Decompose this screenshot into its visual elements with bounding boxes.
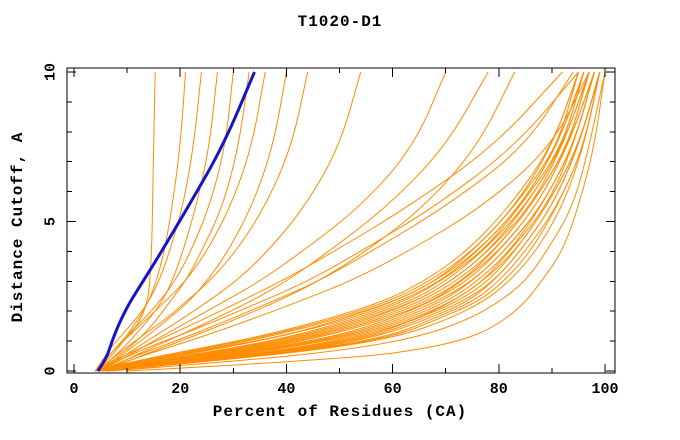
model-curve — [100, 71, 574, 372]
model-curve — [127, 71, 606, 372]
model-curve — [97, 71, 579, 372]
y-axis-label: Distance Cutoff, A — [9, 131, 27, 323]
model-curve — [105, 71, 595, 372]
model-curve — [105, 71, 595, 372]
model-curve — [97, 71, 266, 372]
model-curve — [100, 71, 595, 372]
model-curve — [95, 71, 585, 372]
model-curve — [105, 71, 601, 372]
x-tick-label: 40 — [277, 381, 295, 398]
model-curve — [100, 71, 250, 372]
model-curve — [97, 71, 186, 372]
model-curve — [94, 71, 202, 372]
plot-frame — [66, 67, 616, 374]
model-curve — [95, 71, 579, 372]
y-tick-label: 5 — [43, 217, 60, 226]
highlighted-model-curve — [96, 71, 256, 372]
model-curve — [100, 71, 585, 372]
model-curve — [105, 71, 601, 372]
chart-title: T1020-D1 — [297, 13, 383, 31]
x-tick-label: 0 — [69, 381, 78, 398]
x-tick-label: 80 — [490, 381, 508, 398]
y-tick-label: 0 — [43, 366, 60, 375]
x-tick-label: 100 — [591, 381, 618, 398]
model-curve — [105, 71, 516, 372]
model-curve — [97, 71, 309, 372]
model-curve — [94, 71, 156, 372]
x-axis-label: Percent of Residues (CA) — [212, 403, 468, 421]
model-curve — [95, 71, 579, 372]
model-curve — [105, 71, 601, 372]
model-curve — [100, 71, 362, 372]
model-curve — [100, 71, 287, 372]
model-curve — [100, 71, 218, 372]
model-curve — [111, 71, 606, 372]
model-curve — [100, 71, 447, 372]
model-curve — [105, 71, 595, 372]
y-tick-label: 10 — [43, 63, 60, 81]
model-curve — [100, 71, 590, 372]
x-tick-label: 20 — [171, 381, 189, 398]
x-tick-label: 60 — [384, 381, 402, 398]
model-curve — [102, 71, 489, 372]
model-curve — [100, 71, 590, 372]
model-curve — [105, 71, 601, 372]
